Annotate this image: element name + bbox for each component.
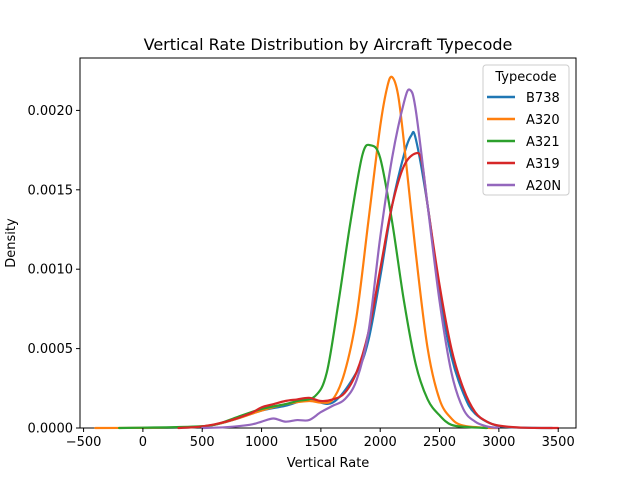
x-tick-label: −500: [66, 435, 102, 450]
series-layer: [94, 75, 560, 430]
series-line-a319: [177, 151, 560, 430]
y-tick-label: 0.0005: [28, 342, 74, 357]
plot-frame: [79, 57, 577, 429]
series-line-a320: [94, 75, 500, 430]
x-tick-label: 3000: [482, 435, 515, 450]
plot-area: −500 0 500 1000 1500 2000 2500 3000 3500 0.00000…: [28, 57, 577, 450]
y-axis: 0.0000 0.0005 0.0010 0.0015 0.0020: [28, 104, 80, 437]
x-tick-label: 1500: [304, 435, 337, 450]
series-line-a20n: [201, 88, 500, 430]
y-tick-label: 0.0020: [28, 104, 74, 119]
y-tick-label: 0.0010: [28, 263, 74, 278]
x-tick-label: 1000: [245, 435, 278, 450]
legend: Typecode B738 A320 A321 A319 A20N: [482, 64, 570, 196]
legend-items: B738 A320 A321 A319 A20N: [487, 91, 561, 194]
x-axis: −500 0 500 1000 1500 2000 2500 3000 3500: [66, 428, 575, 450]
y-tick-label: 0.0015: [28, 183, 74, 198]
legend-label-a321: A321: [526, 135, 560, 150]
chart-title: Vertical Rate Distribution by Aircraft T…: [144, 35, 513, 54]
x-tick-label: 2000: [364, 435, 397, 450]
x-tick-label: 2500: [423, 435, 456, 450]
x-tick-label: 0: [139, 435, 147, 450]
y-tick-label: 0.0000: [28, 422, 74, 437]
legend-label-a320: A320: [526, 113, 560, 128]
legend-label-a20n: A20N: [526, 179, 561, 194]
x-tick-label: 3500: [542, 435, 575, 450]
x-axis-label: Vertical Rate: [287, 456, 370, 471]
legend-title: Typecode: [494, 70, 556, 85]
legend-label-b738: B738: [526, 91, 560, 106]
y-axis-label: Density: [4, 218, 19, 268]
legend-label-a319: A319: [526, 157, 560, 172]
series-line-a321: [118, 143, 489, 430]
x-tick-label: 500: [190, 435, 215, 450]
